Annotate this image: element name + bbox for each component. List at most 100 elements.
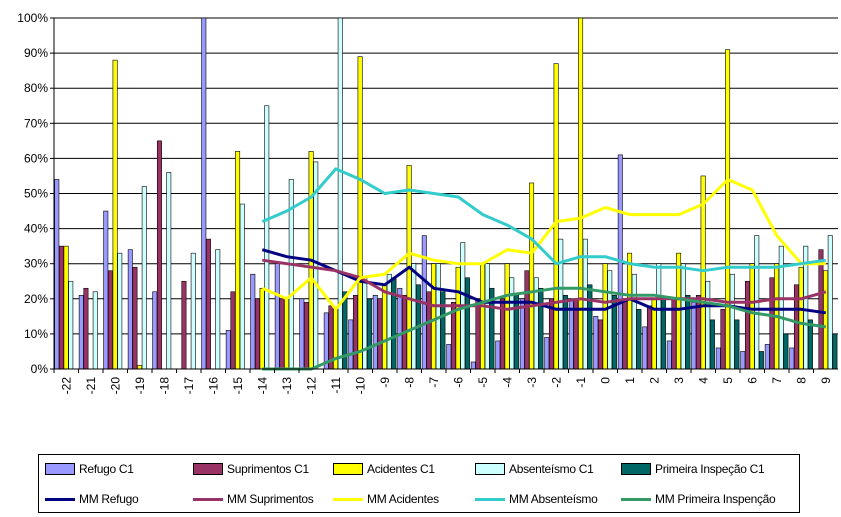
series-line	[261, 178, 826, 311]
y-tick-label: 100%	[17, 11, 48, 25]
x-tick-label: 0	[598, 377, 612, 384]
x-tick-label: 5	[721, 377, 735, 384]
legend-label: Refugo C1	[79, 462, 134, 476]
bar	[807, 319, 813, 370]
bar	[215, 249, 221, 370]
bar	[166, 172, 172, 370]
bar	[725, 49, 731, 370]
bar	[484, 263, 490, 370]
bar	[279, 298, 285, 370]
legend-line-swatch	[475, 497, 505, 501]
y-tick-label: 70%	[24, 116, 48, 130]
bar	[627, 252, 633, 370]
bar	[504, 263, 510, 370]
bar	[386, 273, 392, 370]
bar	[740, 351, 746, 370]
bar	[284, 298, 290, 370]
bar	[362, 277, 368, 370]
x-tick-label: -10	[353, 377, 367, 395]
legend-item: MM Suprimentos	[189, 491, 314, 507]
x-tick-label: -15	[231, 377, 245, 395]
bar	[225, 330, 231, 370]
bar	[607, 270, 613, 370]
x-tick-label: -20	[108, 377, 122, 395]
bar	[593, 316, 599, 370]
bar	[205, 238, 211, 370]
bar	[778, 245, 784, 370]
chart: 0%10%20%30%40%50%60%70%80%90%100% -22 -21…	[17, 11, 838, 395]
bar	[103, 210, 109, 370]
legend-swatch	[475, 463, 505, 475]
legend-item: MM Acidentes	[329, 491, 439, 507]
series-line	[262, 258, 827, 311]
bar	[622, 298, 628, 370]
bar	[63, 245, 69, 370]
x-tick-label: -6	[451, 377, 465, 388]
bar	[631, 273, 637, 370]
legend-item: MM Primeira Inspenção	[617, 491, 776, 507]
bar	[642, 326, 648, 370]
bar	[352, 294, 358, 370]
bar	[749, 263, 755, 370]
x-tick-label: -13	[280, 377, 294, 395]
bar	[112, 59, 118, 370]
bar	[538, 287, 544, 370]
legend-label: MM Acidentes	[367, 492, 439, 506]
y-axis-ticks: 0% 10% 20% 30% 40% 50% 60% 70% 80% 90% 100%	[17, 11, 48, 376]
y-tick-label: 80%	[24, 81, 48, 95]
legend-item: Refugo C1	[41, 461, 134, 477]
y-tick-label: 50%	[24, 187, 48, 201]
bar	[553, 63, 559, 370]
bar	[656, 263, 662, 370]
bar	[181, 280, 187, 370]
legend-item: Absenteísmo C1	[471, 461, 594, 477]
bar	[137, 365, 143, 370]
legend-label: Absenteísmo C1	[509, 462, 594, 476]
y-tick-label: 90%	[24, 46, 48, 60]
bar	[783, 333, 789, 370]
bar	[377, 298, 383, 370]
bar	[475, 298, 481, 370]
bar	[299, 298, 305, 370]
series-line	[261, 167, 827, 273]
bar	[382, 284, 388, 370]
bar	[680, 263, 686, 370]
legend-label: MM Refugo	[79, 492, 139, 506]
bar	[480, 263, 486, 370]
x-tick-label: 8	[794, 377, 808, 384]
y-tick-label: 30%	[24, 257, 48, 271]
x-tick-label: -21	[84, 377, 98, 395]
x-tick-label: 7	[770, 377, 784, 384]
bar	[524, 270, 530, 370]
bar	[709, 319, 715, 370]
legend: Refugo C1 Suprimentos C1 Acidentes C1 Absen…	[38, 454, 800, 513]
bar	[391, 277, 397, 370]
bar	[190, 252, 196, 370]
x-tick-label: -8	[402, 377, 416, 388]
bar	[544, 337, 550, 370]
legend-label: Primeira Inspeção C1	[655, 462, 765, 476]
bar	[720, 309, 726, 370]
x-tick-label: -19	[133, 377, 147, 395]
bar	[127, 249, 133, 370]
bar	[470, 361, 476, 370]
legend-line-swatch	[45, 497, 75, 501]
bar	[744, 280, 750, 370]
bar	[464, 277, 470, 370]
legend-swatch	[621, 463, 651, 475]
axes	[50, 17, 838, 373]
x-tick-label: 9	[819, 377, 833, 384]
x-tick-label: -17	[182, 377, 196, 395]
x-tick-label: -3	[525, 377, 539, 388]
bar	[734, 319, 740, 370]
bar	[509, 277, 515, 370]
bar	[78, 294, 84, 370]
bar	[705, 280, 711, 370]
legend-item: MM Refugo	[41, 491, 139, 507]
x-tick-label: 2	[647, 377, 661, 384]
bar	[832, 333, 838, 370]
bar	[239, 203, 245, 370]
series-lines	[261, 167, 827, 371]
bar	[348, 319, 354, 370]
bar	[519, 298, 525, 370]
